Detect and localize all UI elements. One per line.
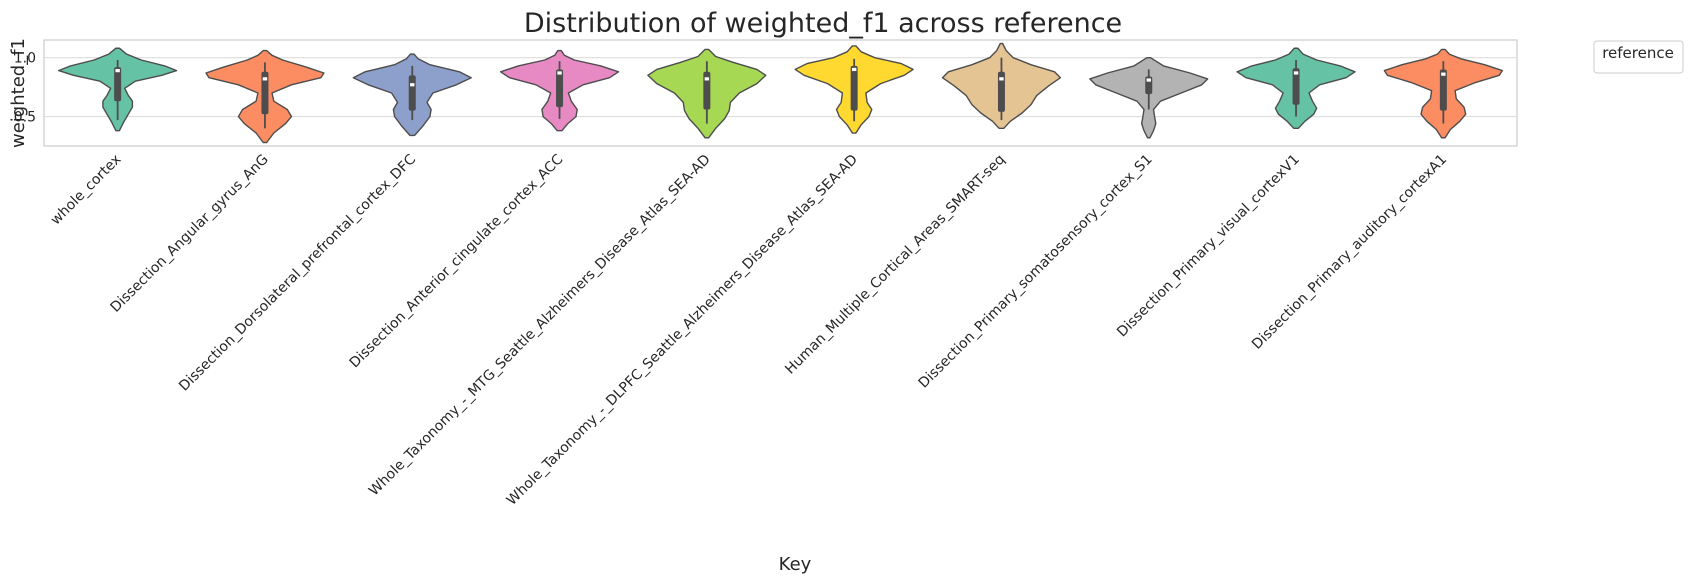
x-tick-label: Dissection_Primary_visual_cortexV1	[1114, 152, 1303, 341]
violins	[58, 42, 1503, 144]
violin-iqr-box	[1292, 68, 1300, 105]
violin-iqr-box	[850, 65, 858, 111]
legend-title: reference	[1602, 44, 1674, 62]
x-tick-label: Dissection_Angular_gyrus_AnG	[108, 152, 272, 316]
x-axis-ticks: whole_cortexDissection_Angular_gyrus_AnG…	[48, 151, 1450, 508]
violin-median	[557, 71, 562, 75]
x-tick-label: Whole_Taxonomy_-_DLPFC_Seattle_Alzheimer…	[504, 152, 861, 509]
violin-iqr-box	[261, 71, 269, 115]
y-axis-ticks: 0.5 1.0	[14, 51, 36, 126]
violin-median	[1293, 71, 1299, 75]
x-tick-label: Dissection_Primary_somatosensory_cortex_…	[916, 152, 1156, 392]
x-tick-label: Whole_Taxonomy_-_MTG_Seattle_Alzheimers_…	[366, 152, 714, 500]
x-axis-label: Key	[779, 554, 812, 575]
legend-box	[1593, 40, 1684, 74]
legend: reference	[1593, 40, 1684, 74]
violin-median	[851, 67, 857, 72]
y-axis-label: weighted_f1	[8, 38, 29, 148]
violin-median	[410, 83, 415, 87]
violin-iqr-box	[408, 75, 416, 111]
violin-iqr-box	[703, 71, 711, 110]
violin-median	[999, 77, 1004, 81]
x-tick-label: whole_cortex	[48, 152, 125, 229]
violin-iqr-box	[997, 71, 1005, 112]
y-tick-label: 0.5	[14, 110, 36, 126]
y-tick-label: 1.0	[14, 51, 36, 67]
violin-iqr-box	[114, 67, 122, 102]
violin-iqr-box	[1439, 69, 1447, 111]
violin-median	[1146, 78, 1151, 82]
violin-median	[1441, 72, 1446, 76]
x-tick-label: Dissection_Dorsolateral_prefrontal_corte…	[176, 151, 419, 394]
violin-median	[115, 69, 120, 73]
chart-title: Distribution of weighted_f1 across refer…	[524, 8, 1122, 39]
violin-median	[262, 77, 268, 81]
violin-median	[704, 77, 710, 81]
violin-iqr-box	[556, 69, 564, 108]
